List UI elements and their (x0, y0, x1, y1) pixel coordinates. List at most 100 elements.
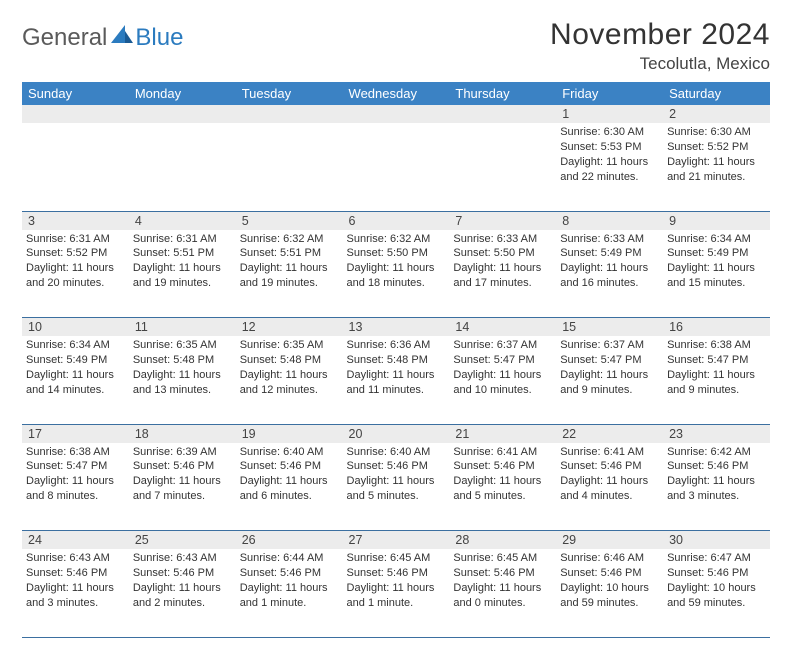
sunrise-text: Sunrise: 6:41 AM (453, 445, 552, 460)
day-number: 4 (129, 211, 236, 230)
sunset-text: Sunset: 5:46 PM (453, 566, 552, 581)
sunrise-text: Sunrise: 6:33 AM (560, 232, 659, 247)
col-saturday: Saturday (663, 82, 770, 105)
day-cell (22, 123, 129, 211)
day-cell: Sunrise: 6:38 AMSunset: 5:47 PMDaylight:… (663, 336, 770, 424)
day-cell: Sunrise: 6:45 AMSunset: 5:46 PMDaylight:… (343, 549, 450, 637)
day-number: 16 (663, 318, 770, 337)
day-number (129, 105, 236, 123)
daylight-text: Daylight: 11 hours and 13 minutes. (133, 368, 232, 398)
sunset-text: Sunset: 5:52 PM (667, 140, 766, 155)
sunset-text: Sunset: 5:46 PM (133, 459, 232, 474)
daylight-text: Daylight: 11 hours and 8 minutes. (26, 474, 125, 504)
day-cell: Sunrise: 6:46 AMSunset: 5:46 PMDaylight:… (556, 549, 663, 637)
day-cell: Sunrise: 6:30 AMSunset: 5:53 PMDaylight:… (556, 123, 663, 211)
cell-content: Sunrise: 6:35 AMSunset: 5:48 PMDaylight:… (236, 336, 343, 401)
daylight-text: Daylight: 11 hours and 9 minutes. (667, 368, 766, 398)
sunset-text: Sunset: 5:46 PM (26, 566, 125, 581)
sunrise-text: Sunrise: 6:40 AM (240, 445, 339, 460)
content-row: Sunrise: 6:43 AMSunset: 5:46 PMDaylight:… (22, 549, 770, 637)
cell-content: Sunrise: 6:30 AMSunset: 5:52 PMDaylight:… (663, 123, 770, 188)
day-number: 14 (449, 318, 556, 337)
day-number: 29 (556, 531, 663, 550)
day-number: 7 (449, 211, 556, 230)
cell-content: Sunrise: 6:41 AMSunset: 5:46 PMDaylight:… (556, 443, 663, 508)
sunset-text: Sunset: 5:46 PM (560, 566, 659, 581)
day-number (449, 105, 556, 123)
cell-content: Sunrise: 6:41 AMSunset: 5:46 PMDaylight:… (449, 443, 556, 508)
cell-content: Sunrise: 6:40 AMSunset: 5:46 PMDaylight:… (236, 443, 343, 508)
daylight-text: Daylight: 11 hours and 18 minutes. (347, 261, 446, 291)
day-number: 25 (129, 531, 236, 550)
cell-content: Sunrise: 6:32 AMSunset: 5:51 PMDaylight:… (236, 230, 343, 295)
day-cell: Sunrise: 6:40 AMSunset: 5:46 PMDaylight:… (236, 443, 343, 531)
day-cell: Sunrise: 6:34 AMSunset: 5:49 PMDaylight:… (22, 336, 129, 424)
sunset-text: Sunset: 5:48 PM (347, 353, 446, 368)
cell-content: Sunrise: 6:33 AMSunset: 5:49 PMDaylight:… (556, 230, 663, 295)
cell-content: Sunrise: 6:37 AMSunset: 5:47 PMDaylight:… (449, 336, 556, 401)
content-row: Sunrise: 6:30 AMSunset: 5:53 PMDaylight:… (22, 123, 770, 211)
daylight-text: Daylight: 11 hours and 21 minutes. (667, 155, 766, 185)
calendar-body: 12Sunrise: 6:30 AMSunset: 5:53 PMDayligh… (22, 105, 770, 637)
day-cell: Sunrise: 6:35 AMSunset: 5:48 PMDaylight:… (129, 336, 236, 424)
day-number: 10 (22, 318, 129, 337)
sunrise-text: Sunrise: 6:43 AM (133, 551, 232, 566)
day-cell: Sunrise: 6:47 AMSunset: 5:46 PMDaylight:… (663, 549, 770, 637)
day-number: 13 (343, 318, 450, 337)
sunset-text: Sunset: 5:47 PM (26, 459, 125, 474)
cell-content: Sunrise: 6:42 AMSunset: 5:46 PMDaylight:… (663, 443, 770, 508)
day-cell (236, 123, 343, 211)
daylight-text: Daylight: 11 hours and 22 minutes. (560, 155, 659, 185)
sunrise-text: Sunrise: 6:30 AM (667, 125, 766, 140)
day-cell: Sunrise: 6:42 AMSunset: 5:46 PMDaylight:… (663, 443, 770, 531)
daylight-text: Daylight: 11 hours and 3 minutes. (26, 581, 125, 611)
day-cell: Sunrise: 6:40 AMSunset: 5:46 PMDaylight:… (343, 443, 450, 531)
daylight-text: Daylight: 11 hours and 12 minutes. (240, 368, 339, 398)
day-number: 6 (343, 211, 450, 230)
calendar-table: Sunday Monday Tuesday Wednesday Thursday… (22, 82, 770, 638)
cell-content: Sunrise: 6:31 AMSunset: 5:52 PMDaylight:… (22, 230, 129, 295)
logo: General Blue (22, 24, 183, 52)
sunrise-text: Sunrise: 6:31 AM (133, 232, 232, 247)
daylight-text: Daylight: 11 hours and 17 minutes. (453, 261, 552, 291)
daylight-text: Daylight: 11 hours and 10 minutes. (453, 368, 552, 398)
sunrise-text: Sunrise: 6:38 AM (667, 338, 766, 353)
day-number: 11 (129, 318, 236, 337)
sunset-text: Sunset: 5:46 PM (453, 459, 552, 474)
day-cell: Sunrise: 6:30 AMSunset: 5:52 PMDaylight:… (663, 123, 770, 211)
day-cell: Sunrise: 6:34 AMSunset: 5:49 PMDaylight:… (663, 230, 770, 318)
day-cell: Sunrise: 6:38 AMSunset: 5:47 PMDaylight:… (22, 443, 129, 531)
daynum-row: 24252627282930 (22, 531, 770, 550)
sunrise-text: Sunrise: 6:42 AM (667, 445, 766, 460)
cell-content: Sunrise: 6:37 AMSunset: 5:47 PMDaylight:… (556, 336, 663, 401)
day-number: 28 (449, 531, 556, 550)
day-cell: Sunrise: 6:45 AMSunset: 5:46 PMDaylight:… (449, 549, 556, 637)
sunset-text: Sunset: 5:46 PM (347, 566, 446, 581)
title-block: November 2024 Tecolutla, Mexico (550, 18, 770, 74)
sunset-text: Sunset: 5:50 PM (453, 246, 552, 261)
daylight-text: Daylight: 11 hours and 19 minutes. (133, 261, 232, 291)
header: General Blue November 2024 Tecolutla, Me… (22, 18, 770, 74)
day-header-row: Sunday Monday Tuesday Wednesday Thursday… (22, 82, 770, 105)
day-number: 23 (663, 424, 770, 443)
sunrise-text: Sunrise: 6:32 AM (347, 232, 446, 247)
day-number: 22 (556, 424, 663, 443)
cell-content: Sunrise: 6:44 AMSunset: 5:46 PMDaylight:… (236, 549, 343, 614)
sunset-text: Sunset: 5:49 PM (667, 246, 766, 261)
sunrise-text: Sunrise: 6:30 AM (560, 125, 659, 140)
sunrise-text: Sunrise: 6:39 AM (133, 445, 232, 460)
content-row: Sunrise: 6:38 AMSunset: 5:47 PMDaylight:… (22, 443, 770, 531)
cell-content: Sunrise: 6:30 AMSunset: 5:53 PMDaylight:… (556, 123, 663, 188)
sunset-text: Sunset: 5:46 PM (667, 566, 766, 581)
sunset-text: Sunset: 5:51 PM (133, 246, 232, 261)
sunset-text: Sunset: 5:46 PM (240, 566, 339, 581)
daylight-text: Daylight: 11 hours and 2 minutes. (133, 581, 232, 611)
day-cell: Sunrise: 6:39 AMSunset: 5:46 PMDaylight:… (129, 443, 236, 531)
day-number: 3 (22, 211, 129, 230)
sunrise-text: Sunrise: 6:44 AM (240, 551, 339, 566)
cell-content: Sunrise: 6:45 AMSunset: 5:46 PMDaylight:… (343, 549, 450, 614)
sunset-text: Sunset: 5:48 PM (240, 353, 339, 368)
cell-content: Sunrise: 6:38 AMSunset: 5:47 PMDaylight:… (663, 336, 770, 401)
sunrise-text: Sunrise: 6:45 AM (347, 551, 446, 566)
day-number: 20 (343, 424, 450, 443)
